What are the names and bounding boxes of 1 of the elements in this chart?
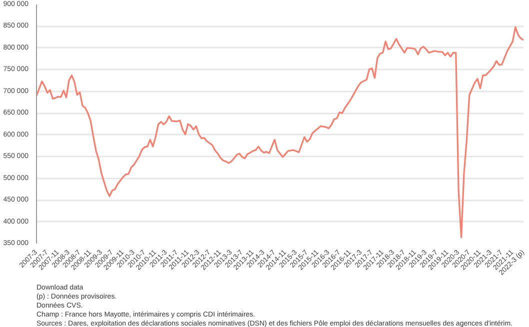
line-series: [36, 26, 524, 238]
